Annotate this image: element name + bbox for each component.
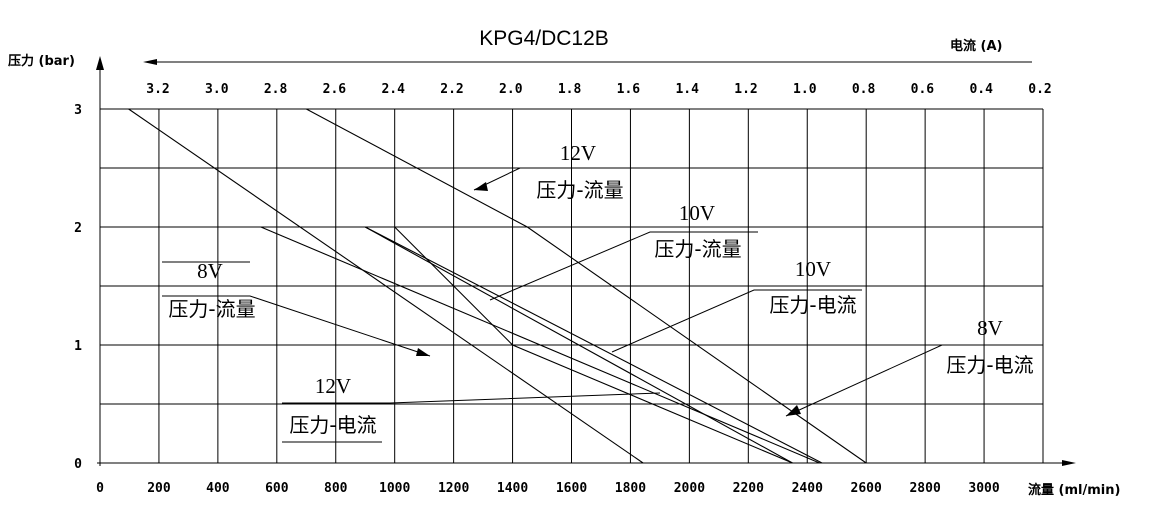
leader-arrowhead xyxy=(416,348,430,356)
annotation-label: 压力-电流 xyxy=(289,413,376,437)
leader-arrowhead xyxy=(786,405,801,416)
series-line xyxy=(394,226,793,464)
y-axis-title: 压力 (bar) xyxy=(8,53,75,69)
x-axis-arrow xyxy=(1062,460,1076,466)
series-line xyxy=(128,108,644,464)
y-tick-label: 0 xyxy=(74,457,82,472)
labels: 12V 压力-流量 10V 压力-流量 8V 压力-流量 10V 压力-电流 8V 压力-电流 12… xyxy=(168,141,1033,437)
x2-tick-label: 2.4 xyxy=(381,82,405,97)
x-tick-label: 3000 xyxy=(968,481,999,496)
x2-tick-label: 0.4 xyxy=(969,82,993,97)
x2-tick-label: 3.2 xyxy=(146,82,169,97)
x2-tick-label: 0.6 xyxy=(911,82,935,97)
curves xyxy=(128,108,867,464)
annotation-voltage: 10V xyxy=(679,201,715,225)
annotation-label: 压力-流量 xyxy=(654,237,741,261)
x2-tick-label: 2.6 xyxy=(323,82,347,97)
x2-tick-label: 1.4 xyxy=(675,82,699,97)
leader-lines xyxy=(162,167,1040,443)
series-line xyxy=(260,226,820,464)
x-tick-label: 1600 xyxy=(556,481,587,496)
annotation-voltage: 10V xyxy=(795,257,831,281)
annotation-label: 压力-流量 xyxy=(168,297,255,321)
x-axis-title: 流量 (ml/min) xyxy=(1028,482,1120,498)
grid xyxy=(100,108,1044,463)
y-tick-label: 3 xyxy=(74,103,82,118)
leader-line xyxy=(282,392,661,443)
annotation-label: 压力-电流 xyxy=(946,353,1033,377)
annotation-voltage: 8V xyxy=(977,316,1003,340)
leader-line xyxy=(489,231,758,301)
annotation-voltage: 12V xyxy=(560,141,596,165)
x-tick-label: 2200 xyxy=(733,481,764,496)
chart-title: KPG4/DC12B xyxy=(479,27,609,50)
x2-tick-label: 1.2 xyxy=(734,82,757,97)
leader-line xyxy=(473,167,630,191)
x2-tick-label: 1.6 xyxy=(617,82,641,97)
x2-axis-title: 电流 (A) xyxy=(950,38,1002,54)
x-tick-label: 400 xyxy=(206,481,230,496)
annotation-label: 压力-电流 xyxy=(769,293,856,317)
x-tick-label: 1000 xyxy=(379,481,410,496)
annotation-label: 压力-流量 xyxy=(536,178,623,202)
leader-line xyxy=(611,289,862,353)
x-tick-label: 200 xyxy=(147,481,171,496)
x2-tick-label: 2.0 xyxy=(499,82,523,97)
x2-tick-label: 0.2 xyxy=(1028,82,1051,97)
x2-axis-arrow xyxy=(143,59,157,65)
x2-tick-label: 2.2 xyxy=(440,82,463,97)
axes: 0 200 400 600 800 1000 1200 1400 1600 1800 2000 220… xyxy=(8,27,1120,498)
x-tick-label: 2000 xyxy=(674,481,705,496)
series-line xyxy=(364,226,793,464)
series-line xyxy=(306,108,867,464)
x-tick-label: 1800 xyxy=(615,481,646,496)
x-tick-label: 0 xyxy=(96,481,104,496)
x2-tick-label: 0.8 xyxy=(852,82,876,97)
y-tick-label: 2 xyxy=(74,221,82,236)
annotation-voltage: 8V xyxy=(197,259,223,283)
x2-tick-label: 1.0 xyxy=(793,82,817,97)
annotation-voltage: 12V xyxy=(315,374,351,398)
x-tick-label: 2800 xyxy=(909,481,940,496)
y-axis-arrow xyxy=(96,56,104,70)
x-tick-label: 1400 xyxy=(497,481,528,496)
leader-line xyxy=(785,344,1040,417)
leader-line xyxy=(162,261,431,357)
x-tick-label: 2600 xyxy=(851,481,882,496)
x2-tick-label: 3.0 xyxy=(205,82,229,97)
y-tick-label: 1 xyxy=(74,339,82,354)
x-tick-label: 800 xyxy=(324,481,348,496)
leader-arrowhead xyxy=(474,182,488,191)
x-tick-label: 2400 xyxy=(792,481,823,496)
x-tick-label: 600 xyxy=(265,481,289,496)
x-tick-label: 1200 xyxy=(438,481,469,496)
x2-tick-label: 1.8 xyxy=(558,82,582,97)
x2-tick-label: 2.8 xyxy=(264,82,288,97)
series-line xyxy=(364,226,823,464)
